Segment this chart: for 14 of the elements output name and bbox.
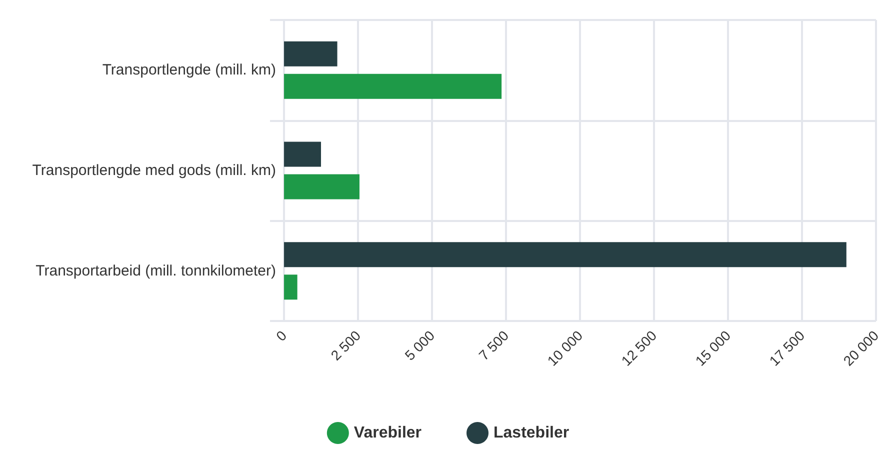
x-tick-label: 7 500 — [476, 327, 512, 364]
legend-label: Lastebiler — [494, 424, 570, 442]
y-tick-label: Transportlengde med gods (mill. km) — [32, 162, 276, 179]
legend-label: Varebiler — [354, 424, 422, 442]
x-tick-label: 12 500 — [618, 327, 660, 369]
x-tick-label: 17 500 — [766, 327, 808, 369]
y-tick-label: Transportlengde (mill. km) — [102, 62, 276, 79]
x-tick-label: 10 000 — [544, 327, 586, 369]
x-tick-label: 20 000 — [840, 327, 882, 369]
x-tick-label: 15 000 — [692, 327, 734, 369]
y-tick-label: Transportarbeid (mill. tonnkilometer) — [36, 262, 276, 280]
x-tick-label: 5 000 — [402, 327, 438, 364]
x-tick-label: 0 — [272, 327, 290, 344]
x-tick-label: 2 500 — [328, 327, 364, 364]
